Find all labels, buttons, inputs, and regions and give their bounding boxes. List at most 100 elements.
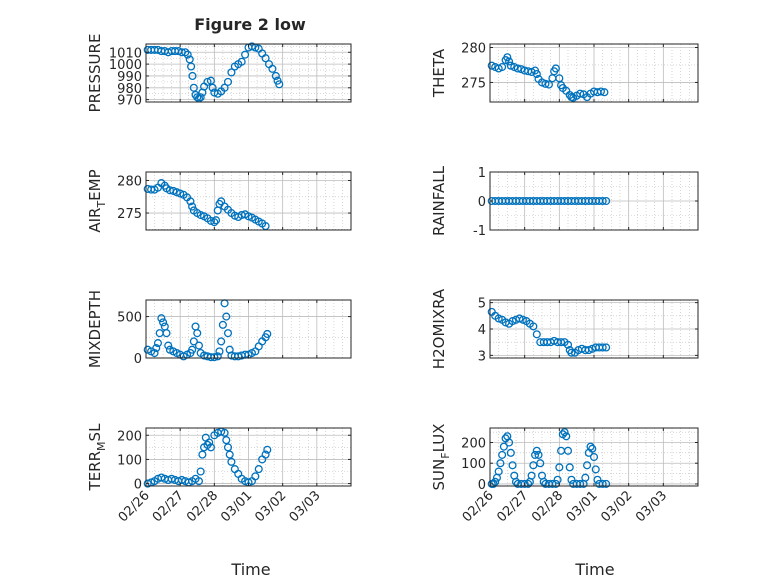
data-point bbox=[494, 467, 503, 476]
y-tick-label: 970 bbox=[117, 94, 142, 109]
data-point bbox=[222, 436, 231, 445]
data-point bbox=[223, 77, 233, 86]
data-point bbox=[602, 196, 611, 206]
data-point bbox=[548, 479, 557, 488]
data-point bbox=[275, 80, 284, 89]
data-point bbox=[513, 64, 522, 73]
y-tick-label: 280 bbox=[461, 41, 486, 56]
x-tick-label: 03/02 bbox=[252, 488, 289, 525]
data-point bbox=[263, 329, 272, 339]
y-tick-label: 4 bbox=[478, 323, 486, 338]
data-point bbox=[499, 442, 508, 451]
data-point bbox=[188, 71, 197, 81]
data-point bbox=[553, 475, 562, 484]
x-axis-label-right: Time bbox=[574, 560, 614, 579]
y-axis-label: H2OMIXRA bbox=[430, 288, 448, 369]
data-point bbox=[152, 344, 161, 353]
data-point bbox=[261, 54, 270, 63]
data-point bbox=[496, 459, 505, 468]
data-point bbox=[536, 459, 545, 468]
y-tick-label: 275 bbox=[461, 76, 486, 91]
data-point bbox=[602, 343, 611, 352]
data-point bbox=[508, 461, 517, 470]
x-tick-label: 02/26 bbox=[116, 488, 153, 525]
y-axis-label: RAINFALL bbox=[430, 165, 448, 236]
data-point bbox=[263, 445, 272, 454]
data-point bbox=[600, 88, 609, 97]
data-point bbox=[567, 475, 576, 484]
data-point bbox=[503, 53, 512, 62]
data-point bbox=[527, 471, 536, 480]
data-point bbox=[261, 222, 270, 231]
data-point bbox=[251, 472, 260, 481]
subplot-rainfall: -1 0 1 RAINFALL bbox=[430, 165, 699, 239]
data-point bbox=[227, 68, 236, 77]
data-point bbox=[153, 339, 163, 348]
data-point bbox=[539, 477, 548, 486]
data-point bbox=[505, 438, 514, 447]
data-point bbox=[218, 320, 227, 329]
data-point bbox=[567, 348, 576, 357]
y-tick-label: 5 bbox=[478, 297, 486, 312]
data-point bbox=[534, 450, 543, 459]
y-tick-label: 0 bbox=[134, 352, 142, 367]
data-point bbox=[196, 93, 205, 102]
data-point bbox=[505, 57, 514, 66]
subplot-air_temp: 275 280 AIRTEMP bbox=[86, 169, 352, 233]
data-point bbox=[162, 329, 171, 338]
figure-title: Figure 2 low bbox=[194, 15, 306, 34]
data-point bbox=[159, 318, 168, 327]
data-point bbox=[210, 353, 219, 362]
y-tick-label: 0 bbox=[478, 195, 486, 210]
y-tick-label: 200 bbox=[461, 437, 486, 452]
data-point bbox=[225, 450, 234, 459]
x-tick-label: 03/01 bbox=[564, 488, 601, 525]
data-point bbox=[562, 432, 571, 441]
data-point bbox=[506, 448, 515, 457]
data-point bbox=[588, 444, 597, 453]
y-tick-label: 275 bbox=[117, 207, 142, 222]
data-point bbox=[520, 479, 529, 488]
data-point bbox=[189, 83, 198, 92]
data-point bbox=[186, 197, 195, 206]
data-point bbox=[211, 216, 221, 225]
y-tick-label: 100 bbox=[461, 457, 486, 472]
data-point bbox=[261, 450, 270, 459]
data-point bbox=[150, 348, 159, 358]
y-axis-label: MIXDEPTH bbox=[86, 290, 104, 368]
y-tick-label: 990 bbox=[117, 70, 142, 85]
data-point bbox=[220, 428, 229, 437]
data-point bbox=[188, 345, 197, 354]
x-tick-label: 02/28 bbox=[529, 488, 566, 525]
data-point bbox=[194, 477, 204, 486]
data-point bbox=[157, 473, 166, 482]
y-tick-label: 1 bbox=[478, 166, 486, 181]
y-axis-label: THETA bbox=[430, 48, 448, 98]
x-tick-label: 02/27 bbox=[150, 488, 187, 525]
data-point bbox=[215, 347, 224, 356]
data-point bbox=[206, 443, 215, 452]
data-point bbox=[227, 457, 236, 466]
data-point bbox=[531, 450, 540, 459]
data-point bbox=[581, 473, 590, 482]
data-point bbox=[223, 329, 233, 338]
subplot-theta: 275 280 THETA bbox=[430, 41, 699, 103]
data-point bbox=[557, 338, 566, 347]
data-point bbox=[586, 442, 595, 451]
data-point bbox=[189, 337, 198, 346]
y-axis-label: SUNFLUX bbox=[430, 424, 452, 491]
data-point bbox=[220, 83, 229, 92]
data-point bbox=[532, 69, 541, 79]
y-tick-label: 980 bbox=[117, 82, 142, 97]
data-point bbox=[583, 461, 592, 470]
y-tick-label: 0 bbox=[134, 478, 142, 493]
data-point bbox=[532, 330, 541, 339]
data-point bbox=[210, 218, 219, 227]
x-tick-label: 03/03 bbox=[633, 488, 670, 525]
y-tick-label: 500 bbox=[117, 311, 142, 326]
data-point bbox=[203, 77, 212, 86]
data-point bbox=[183, 50, 192, 59]
